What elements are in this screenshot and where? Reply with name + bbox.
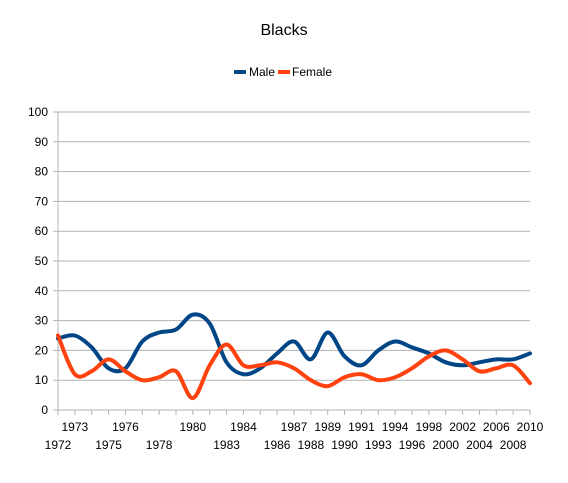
x-tick-label-2002: 2002 — [449, 420, 476, 434]
x-axis-ticks: 1972 1973 1975 1976 1978 1980 1983 1984 1986 1987… — [45, 410, 544, 452]
y-tick-label-70: 70 — [35, 194, 49, 208]
y-tick-label-100: 100 — [28, 105, 48, 119]
y-axis-ticks: 0 10 20 30 40 50 60 70 80 90 100 — [28, 105, 58, 417]
x-tick-label-1983: 1983 — [213, 438, 240, 452]
x-tick-label-1972: 1972 — [45, 438, 72, 452]
axes — [57, 112, 530, 411]
x-tick-label-2006: 2006 — [483, 420, 510, 434]
x-tick-label-1987: 1987 — [281, 420, 308, 434]
x-tick-label-2004: 2004 — [466, 438, 493, 452]
x-tick-label-1980: 1980 — [180, 420, 207, 434]
series-line-female — [56, 333, 532, 401]
legend-label-female: Female — [292, 65, 332, 79]
x-tick-label-1986: 1986 — [264, 438, 291, 452]
x-tick-label-1991: 1991 — [348, 420, 375, 434]
x-tick-label-2010: 2010 — [517, 420, 544, 434]
x-tick-label-1975: 1975 — [95, 438, 122, 452]
x-tick-label-1998: 1998 — [416, 420, 443, 434]
x-tick-label-1989: 1989 — [314, 420, 341, 434]
y-tick-label-10: 10 — [35, 373, 49, 387]
legend-item-female: Female — [278, 65, 332, 79]
legend: Male Female — [234, 65, 332, 79]
x-tick-label-1988: 1988 — [298, 438, 325, 452]
x-tick-label-2000: 2000 — [432, 438, 459, 452]
y-tick-label-20: 20 — [35, 343, 49, 357]
x-tick-label-2008: 2008 — [500, 438, 527, 452]
x-tick-label-1990: 1990 — [331, 438, 358, 452]
y-tick-label-80: 80 — [35, 165, 49, 179]
series-lines — [56, 312, 532, 401]
chart-title: Blacks — [260, 22, 307, 39]
legend-item-male: Male — [234, 65, 275, 79]
y-tick-label-40: 40 — [35, 284, 49, 298]
x-tick-label-1976: 1976 — [112, 420, 139, 434]
x-tick-label-1994: 1994 — [382, 420, 409, 434]
x-tick-label-1973: 1973 — [62, 420, 89, 434]
y-tick-label-60: 60 — [35, 224, 49, 238]
x-tick-label-1984: 1984 — [230, 420, 257, 434]
y-tick-label-50: 50 — [35, 254, 49, 268]
series-line-male — [56, 312, 532, 377]
x-tick-label-1996: 1996 — [399, 438, 426, 452]
x-tick-label-1993: 1993 — [365, 438, 392, 452]
y-tick-label-90: 90 — [35, 135, 49, 149]
y-tick-label-0: 0 — [41, 403, 48, 417]
y-tick-label-30: 30 — [35, 314, 49, 328]
legend-label-male: Male — [249, 65, 275, 79]
x-tick-label-1978: 1978 — [146, 438, 173, 452]
